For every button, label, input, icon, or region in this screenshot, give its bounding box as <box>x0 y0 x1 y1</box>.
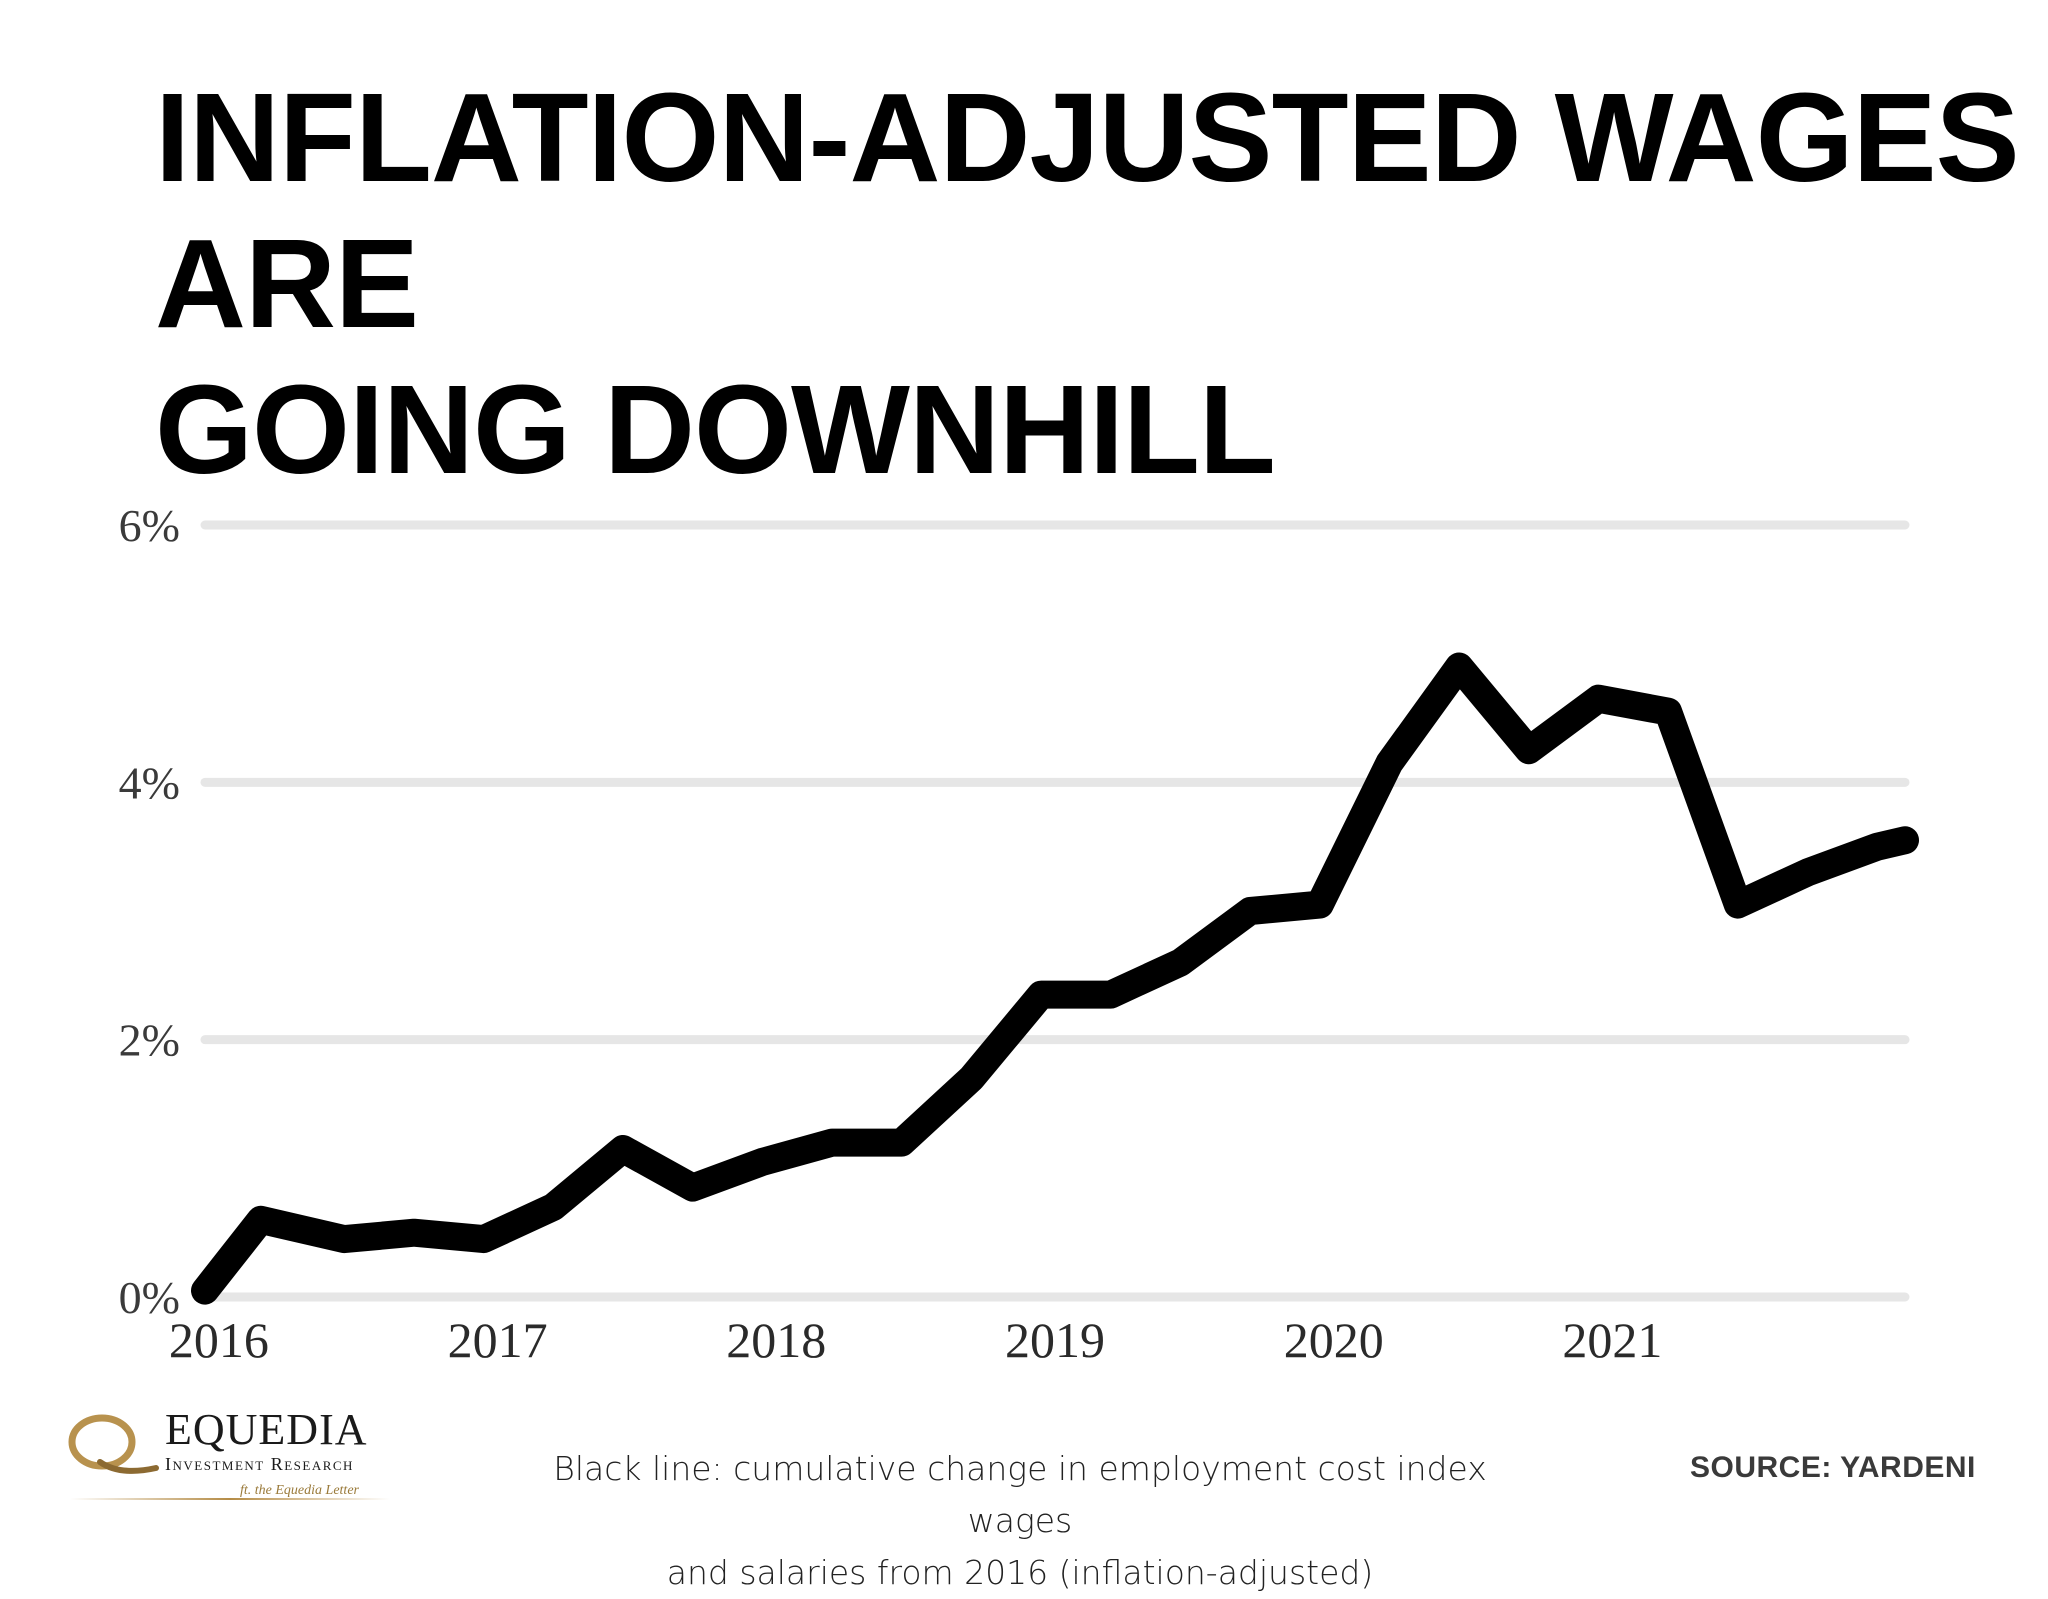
wage-data-point <box>1735 902 1740 907</box>
source-label: SOURCE: YARDENI <box>1690 1451 1976 1484</box>
wage-data-point <box>1596 696 1601 701</box>
wage-data-point <box>1317 902 1322 907</box>
wage-data-point <box>1178 960 1183 965</box>
x-tick-label: 2016 <box>169 1312 269 1368</box>
y-tick-label: 2% <box>119 1015 180 1066</box>
y-tick-label: 0% <box>119 1272 180 1323</box>
wage-data-point <box>342 1237 347 1242</box>
x-tick-label: 2018 <box>726 1312 826 1368</box>
brand-name: EQUEDIA <box>165 1405 368 1454</box>
wage-data-point <box>1526 748 1531 753</box>
wage-data-point <box>1666 709 1671 714</box>
brand-divider <box>70 1498 390 1500</box>
wage-data-point <box>1805 870 1810 875</box>
wage-data-point <box>1875 844 1880 849</box>
wage-data-point <box>621 1147 626 1152</box>
x-tick-label: 2019 <box>1005 1312 1105 1368</box>
wage-data-point <box>1387 761 1392 766</box>
brand-tagline: ft. the Equedia Letter <box>240 1483 359 1498</box>
wage-data-point <box>1248 909 1253 913</box>
wage-data-point <box>1039 992 1044 997</box>
chart-caption: Black line: cumulative change in employm… <box>520 1443 1520 1599</box>
caption-line-2: and salaries from 2016 (inflation-adjust… <box>666 1553 1374 1592</box>
chart-title: INFLATION-ADJUSTED WAGES ARE GOING DOWNH… <box>155 65 2035 503</box>
wage-data-point <box>1108 992 1113 997</box>
wage-data-point <box>1457 664 1462 669</box>
wage-data-point <box>899 1140 904 1145</box>
equedia-q-icon <box>68 1414 159 1474</box>
x-tick-label: 2021 <box>1562 1312 1662 1368</box>
wage-data-point <box>551 1204 556 1209</box>
wage-data-point <box>412 1230 417 1235</box>
wage-data-point <box>690 1185 695 1190</box>
y-tick-label: 6% <box>119 500 180 551</box>
wage-data-point <box>830 1140 835 1145</box>
wage-series-line <box>191 652 1919 1305</box>
wage-data-point <box>1903 838 1907 843</box>
wage-data-point <box>481 1237 486 1242</box>
wage-data-point <box>203 1288 207 1293</box>
title-line-1: INFLATION-ADJUSTED WAGES ARE <box>155 67 2020 354</box>
y-tick-label: 4% <box>119 757 180 808</box>
equedia-logo: EQUEDIA Investment Research ft. the Eque… <box>60 1400 400 1510</box>
x-tick-label: 2020 <box>1284 1312 1384 1368</box>
wage-data-point <box>969 1076 974 1081</box>
caption-line-1: Black line: cumulative change in employm… <box>553 1449 1487 1540</box>
wage-data-point <box>760 1159 765 1164</box>
wage-data-point <box>258 1217 263 1222</box>
brand-subtitle: Investment Research <box>165 1454 354 1474</box>
title-line-2: GOING DOWNHILL <box>155 359 1276 500</box>
x-tick-label: 2017 <box>448 1312 548 1368</box>
wage-line-chart: 0% 2% 4% 6% 2016 2017 2018 2019 2020 2021 <box>119 500 1919 1368</box>
